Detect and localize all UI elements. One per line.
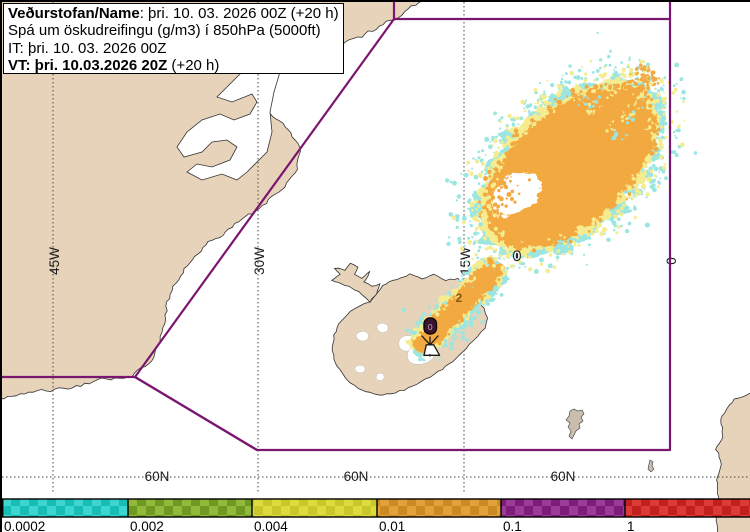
svg-text:0.0002: 0.0002 xyxy=(4,519,45,532)
svg-text:1: 1 xyxy=(627,519,635,532)
svg-text:0.002: 0.002 xyxy=(130,519,164,532)
svg-text:0: 0 xyxy=(428,322,433,332)
svg-text:45W: 45W xyxy=(47,247,62,275)
svg-text:2: 2 xyxy=(456,291,463,305)
svg-text:60N: 60N xyxy=(145,469,170,484)
svg-text:0.1: 0.1 xyxy=(503,519,522,532)
svg-text:30W: 30W xyxy=(252,247,267,275)
svg-text:60N: 60N xyxy=(551,469,576,484)
svg-text:0.01: 0.01 xyxy=(379,519,405,532)
svg-text:0.004: 0.004 xyxy=(254,519,288,532)
svg-text:0: 0 xyxy=(514,249,521,263)
svg-text:0: 0 xyxy=(664,257,679,265)
svg-text:60N: 60N xyxy=(344,469,369,484)
